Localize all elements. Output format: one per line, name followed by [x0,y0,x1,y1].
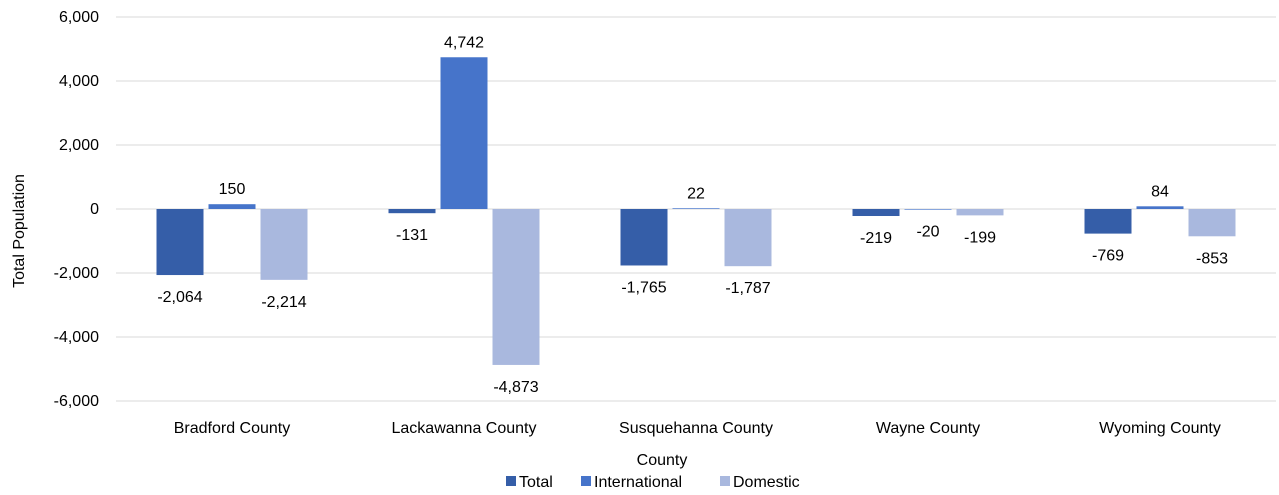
category-label: Susquehanna County [619,420,773,437]
data-label: 150 [219,181,246,198]
data-label: 22 [687,185,705,202]
category-label: Wayne County [876,420,980,437]
y-tick-label: -4,000 [54,329,99,346]
bar-international [904,209,952,210]
legend-label: Total [519,474,553,491]
data-label: -20 [916,224,939,241]
bar-total [1084,209,1132,234]
bars [156,57,1236,365]
y-tick-label: 2,000 [59,137,99,154]
bar-domestic [492,209,540,365]
category-label: Bradford County [174,420,291,437]
bar-total [852,209,900,217]
data-label: -199 [964,229,996,246]
data-label: -2,214 [261,294,306,311]
category-label: Lackawanna County [392,420,537,437]
bar-total [388,209,436,214]
bar-domestic [1188,209,1236,237]
y-axis-ticks: 6,000 4,000 2,000 0 -2,000 -4,000 -6,000 [54,9,99,410]
data-label: -219 [860,230,892,247]
data-label: 84 [1151,183,1169,200]
x-axis-title: County [637,452,688,469]
bar-total [156,209,204,276]
legend-label: International [594,474,682,491]
data-label: -4,873 [493,379,538,396]
legend-swatch-international [581,476,591,486]
bar-international [440,57,488,210]
bar-domestic [724,209,772,267]
data-labels: -2,064 150 -2,214 -131 4,742 -4,873 -1,765 22 -1… [157,34,1228,396]
y-tick-label: 0 [90,201,99,218]
data-label: -131 [396,227,428,244]
y-axis-title: Total Population [11,174,28,288]
bar-international [672,208,720,209]
gridlines [116,16,1276,402]
data-label: -2,064 [157,289,202,306]
bar-international [208,204,256,209]
data-label: -1,765 [621,279,666,296]
bar-international [1136,206,1184,209]
bar-domestic [956,209,1004,216]
y-tick-label: 6,000 [59,9,99,26]
data-label: -769 [1092,248,1124,265]
bar-total [620,209,668,266]
y-tick-label: -2,000 [54,265,99,282]
legend: Total International Domestic [506,474,800,491]
category-label: Wyoming County [1099,420,1221,437]
legend-swatch-total [506,476,516,486]
data-label: 4,742 [444,34,484,51]
x-axis-ticks: Bradford County Lackawanna County Susqueha… [174,420,1221,437]
y-tick-label: 4,000 [59,73,99,90]
legend-label: Domestic [733,474,800,491]
legend-swatch-domestic [720,476,730,486]
data-label: -853 [1196,250,1228,267]
y-tick-label: -6,000 [54,393,99,410]
bar-domestic [260,209,308,280]
data-label: -1,787 [725,280,770,297]
